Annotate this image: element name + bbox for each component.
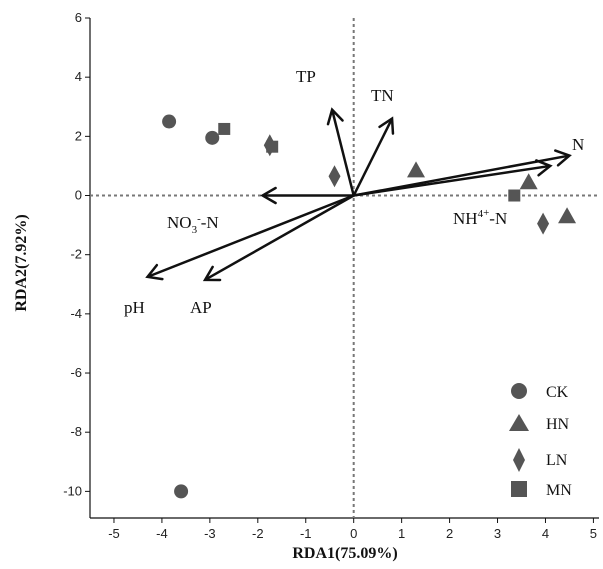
point-ln bbox=[537, 212, 550, 235]
point-mn bbox=[266, 140, 279, 153]
x-tick-label: -2 bbox=[252, 526, 264, 541]
point-hn bbox=[519, 173, 538, 190]
x-tick-label: 3 bbox=[494, 526, 501, 541]
legend-marker-hn bbox=[509, 414, 529, 431]
y-tick-label: 4 bbox=[75, 69, 82, 84]
vector-arrowhead bbox=[554, 149, 572, 167]
y-tick-label: 6 bbox=[75, 10, 82, 25]
vector-arrowhead bbox=[326, 107, 344, 126]
y-tick-label: -2 bbox=[70, 247, 82, 262]
vector-arrow bbox=[204, 194, 355, 281]
y-tick-label: -6 bbox=[70, 365, 82, 380]
vector-arrowhead bbox=[535, 159, 553, 177]
legend-label-ln: LN bbox=[546, 452, 568, 469]
y-tick-label: 2 bbox=[75, 128, 82, 143]
vector-label-nh4-n: NH4+-N bbox=[453, 207, 507, 228]
legend-marker-ck bbox=[511, 383, 527, 399]
point-hn bbox=[407, 161, 426, 178]
point-ck bbox=[205, 130, 220, 145]
point-mn bbox=[218, 122, 231, 135]
legend-marker-mn bbox=[511, 481, 527, 497]
legend-marker-ln bbox=[513, 448, 525, 472]
x-tick-label: -3 bbox=[204, 526, 216, 541]
x-tick-label: 1 bbox=[398, 526, 405, 541]
vector-arrowhead bbox=[145, 263, 164, 281]
x-axis-title: RDA1(75.09%) bbox=[292, 545, 397, 562]
legend-label-ck: CK bbox=[546, 384, 569, 401]
point-ln bbox=[328, 165, 341, 188]
vector-arrow bbox=[353, 164, 551, 197]
vector-arrowhead bbox=[378, 116, 395, 135]
point-ck bbox=[162, 114, 177, 129]
zero-reference-lines bbox=[90, 18, 599, 518]
vector-arrow bbox=[330, 109, 355, 196]
legend-label-mn: MN bbox=[546, 482, 572, 499]
vector-arrow bbox=[147, 194, 355, 279]
sample-points bbox=[162, 114, 577, 499]
x-tick-label: 4 bbox=[542, 526, 549, 541]
vector-label-ap: AP bbox=[190, 298, 212, 317]
legend-label-hn: HN bbox=[546, 416, 570, 433]
plot-area bbox=[89, 18, 599, 519]
point-mn bbox=[508, 189, 521, 202]
y-tick-label: -10 bbox=[63, 483, 82, 498]
vector-label-ph: pH bbox=[124, 298, 145, 317]
x-tick-label: 5 bbox=[590, 526, 597, 541]
vector-arrow bbox=[352, 118, 394, 197]
x-tick-label: 2 bbox=[446, 526, 453, 541]
vector-arrowhead bbox=[202, 265, 222, 282]
x-tick-label: 0 bbox=[350, 526, 357, 541]
point-hn bbox=[558, 207, 577, 224]
vector-label-n: N bbox=[572, 135, 584, 154]
vector-label-tp: TP bbox=[296, 67, 316, 86]
point-ck bbox=[174, 484, 189, 499]
x-tick-label: -4 bbox=[156, 526, 168, 541]
y-tick-label: -4 bbox=[70, 306, 82, 321]
vector-arrowhead bbox=[260, 186, 277, 205]
vector-label-no3-n: NO3--N bbox=[167, 213, 219, 236]
vector-label-tn: TN bbox=[371, 86, 394, 105]
environment-vectors bbox=[145, 107, 572, 282]
y-tick-label: 0 bbox=[75, 188, 82, 203]
legend: CK HN LN MN bbox=[509, 383, 572, 499]
x-tick-label: -1 bbox=[300, 526, 312, 541]
y-axis-title: RDA2(7.92%) bbox=[13, 214, 30, 311]
x-tick-label: -5 bbox=[108, 526, 120, 541]
y-tick-label: -8 bbox=[70, 424, 82, 439]
